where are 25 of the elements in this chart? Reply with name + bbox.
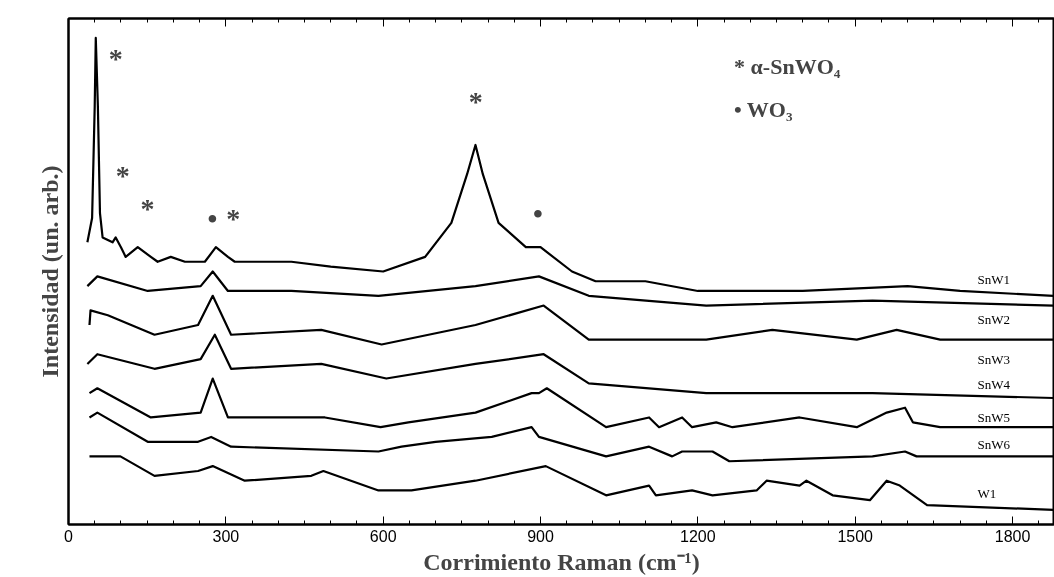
series-label: SnW6 (977, 436, 1011, 452)
annotation: • (207, 202, 218, 234)
series-label: SnW1 (977, 272, 1011, 288)
annotation: • WO₃ (734, 97, 793, 123)
annotation: * (115, 159, 130, 191)
x-tick-label: 600 (369, 527, 397, 545)
x-tick-label: 0 (64, 527, 74, 545)
annotation: * (468, 86, 483, 118)
annotation: * (108, 43, 123, 75)
x-axis-title: Corrimiento Raman (cm⁻¹) (423, 548, 700, 575)
x-tick-label: 1500 (837, 527, 874, 545)
series-label: SnW4 (977, 376, 1011, 392)
series-label: W1 (977, 486, 997, 502)
annotation: • (532, 197, 543, 229)
annotation: * (140, 192, 155, 224)
annotation: * (226, 202, 241, 234)
y-axis-title: Intensidad (un. arb.) (36, 165, 63, 378)
annotation: * α-SnWO₄ (734, 54, 841, 80)
series-label: SnW3 (977, 352, 1011, 368)
x-tick-label: 300 (212, 527, 240, 545)
x-tick-label: 1800 (994, 527, 1031, 545)
x-tick-label: 1200 (680, 527, 716, 545)
x-tick-label: 900 (527, 527, 554, 545)
series-label: SnW5 (977, 409, 1011, 425)
series-label: SnW2 (977, 312, 1011, 328)
